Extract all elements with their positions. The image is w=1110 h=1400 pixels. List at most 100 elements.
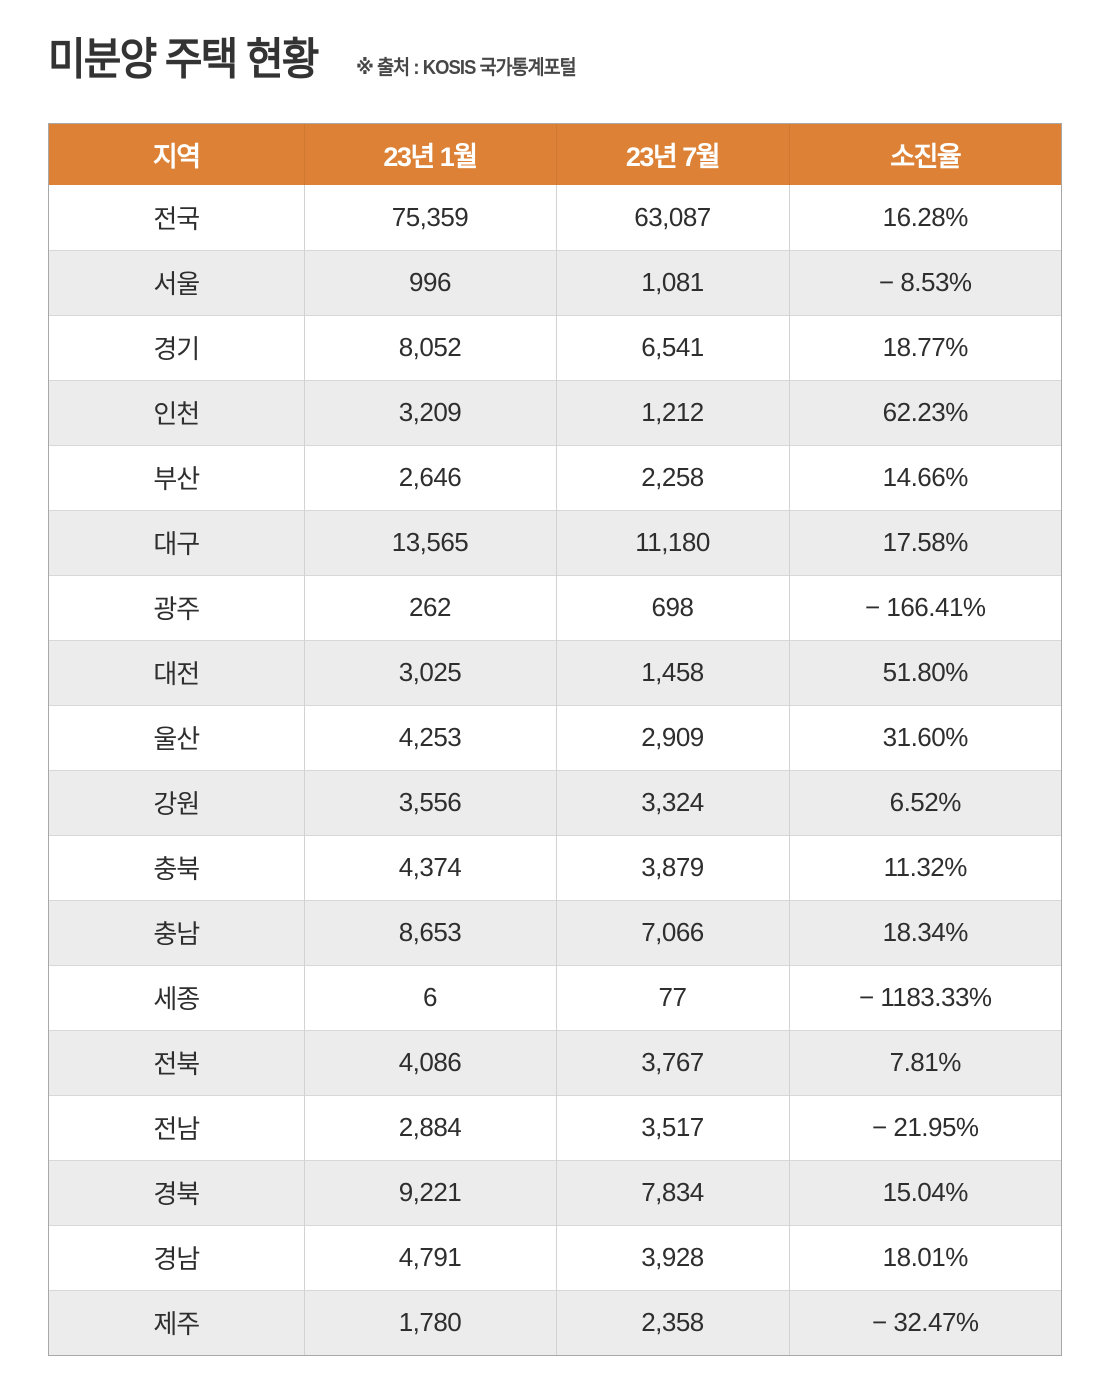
cell-region: 충북 [49,834,305,900]
cell-region: 전북 [49,1029,305,1095]
cell-jan-2023: 8,052 [304,314,557,380]
cell-jan-2023: 4,253 [304,704,557,770]
cell-jul-2023: 3,517 [556,1094,790,1160]
column-header-rate[interactable]: 소진율 [789,124,1061,185]
cell-region: 울산 [49,704,305,770]
table-row[interactable]: 서울 996 1,081− 8.53% [49,249,1061,315]
cell-rate: 17.58% [789,509,1061,575]
cell-jan-2023: 4,374 [304,834,557,900]
cell-jan-2023: 9,221 [304,1159,557,1225]
cell-region: 광주 [49,574,305,640]
cell-region: 인천 [49,379,305,445]
column-header-region[interactable]: 지역 [49,124,305,185]
cell-jan-2023: 1,780 [304,1289,557,1355]
cell-jul-2023: 1,081 [556,249,790,315]
statistics-table-container: 지역 23년 1월 23년 7월 소진율 전국 75,359 63,087 16.28… [48,123,1062,1356]
source-note: ※ 출처 : KOSIS 국가통계포털 [355,57,577,79]
cell-rate: 16.28% [789,185,1061,250]
cell-region: 대구 [49,509,305,575]
cell-jan-2023: 3,025 [304,639,557,705]
table-row[interactable]: 강원 3,556 3,324 6.52% [49,769,1061,835]
cell-rate: − 32.47% [789,1289,1061,1355]
cell-region: 강원 [49,769,305,835]
cell-jul-2023: 3,324 [556,769,790,835]
cell-rate: 18.77% [789,314,1061,380]
cell-region: 전남 [49,1094,305,1160]
table-row[interactable]: 경기 8,052 6,541 18.77% [49,314,1061,380]
table-row[interactable]: 대전 3,025 1,458 51.80% [49,639,1061,705]
cell-jan-2023: 3,556 [304,769,557,835]
table-row[interactable]: 충남 8,653 7,066 18.34% [49,899,1061,965]
cell-rate: − 21.95% [789,1094,1061,1160]
cell-region: 세종 [49,964,305,1030]
page-title: 미분양 주택 현황 [48,35,319,84]
cell-region: 경남 [49,1224,305,1290]
table-row[interactable]: 전북 4,086 3,767 7.81% [49,1029,1061,1095]
cell-jan-2023: 13,565 [304,509,557,575]
column-header-jan-2023[interactable]: 23년 1월 [304,124,557,185]
table-row[interactable]: 전국 75,359 63,087 16.28% [49,185,1061,250]
cell-rate: 18.01% [789,1224,1061,1290]
statistics-table: 지역 23년 1월 23년 7월 소진율 전국 75,359 63,087 16.28… [49,124,1061,1355]
cell-rate: 14.66% [789,444,1061,510]
column-header-jul-2023[interactable]: 23년 7월 [556,124,790,185]
cell-jul-2023: 2,358 [556,1289,790,1355]
table-row[interactable]: 울산 4,253 2,909 31.60% [49,704,1061,770]
cell-jul-2023: 7,066 [556,899,790,965]
cell-rate: 31.60% [789,704,1061,770]
cell-rate: 6.52% [789,769,1061,835]
cell-jul-2023: 1,458 [556,639,790,705]
cell-jan-2023: 8,653 [304,899,557,965]
cell-rate: − 8.53% [789,249,1061,315]
cell-jul-2023: 77 [556,964,790,1030]
cell-region: 대전 [49,639,305,705]
table-row[interactable]: 세종 6 77− 1183.33% [49,964,1061,1030]
cell-jan-2023: 3,209 [304,379,557,445]
cell-region: 부산 [49,444,305,510]
table-row[interactable]: 부산 2,646 2,258 14.66% [49,444,1061,510]
cell-jul-2023: 7,834 [556,1159,790,1225]
cell-jan-2023: 2,884 [304,1094,557,1160]
table-row[interactable]: 충북 4,374 3,879 11.32% [49,834,1061,900]
title-block: 미분양 주택 현황 ※ 출처 : KOSIS 국가통계포털 [48,38,595,82]
cell-jul-2023: 3,767 [556,1029,790,1095]
cell-jul-2023: 3,928 [556,1224,790,1290]
cell-rate: − 166.41% [789,574,1061,640]
cell-rate: 18.34% [789,899,1061,965]
cell-rate: 51.80% [789,639,1061,705]
table-row[interactable]: 제주 1,780 2,358− 32.47% [49,1289,1061,1355]
cell-jan-2023: 6 [304,964,557,1030]
cell-region: 충남 [49,899,305,965]
cell-rate: 62.23% [789,379,1061,445]
cell-jan-2023: 4,086 [304,1029,557,1095]
cell-rate: 11.32% [789,834,1061,900]
cell-jan-2023: 996 [304,249,557,315]
cell-rate: − 1183.33% [789,964,1061,1030]
table-row[interactable]: 대구 13,565 11,180 17.58% [49,509,1061,575]
cell-region: 경북 [49,1159,305,1225]
table-body: 전국 75,359 63,087 16.28% 서울 996 1,081− 8.53% 경기 8… [49,185,1061,1355]
table-row[interactable]: 경북 9,221 7,834 15.04% [49,1159,1061,1225]
cell-jul-2023: 3,879 [556,834,790,900]
cell-jan-2023: 4,791 [304,1224,557,1290]
cell-jan-2023: 262 [304,574,557,640]
table-row[interactable]: 경남 4,791 3,928 18.01% [49,1224,1061,1290]
cell-rate: 15.04% [789,1159,1061,1225]
cell-jul-2023: 1,212 [556,379,790,445]
table-row[interactable]: 전남 2,884 3,517− 21.95% [49,1094,1061,1160]
cell-jan-2023: 75,359 [304,185,557,250]
cell-jul-2023: 63,087 [556,185,790,250]
table-row[interactable]: 광주 262 698− 166.41% [49,574,1061,640]
cell-jul-2023: 698 [556,574,790,640]
table-row[interactable]: 인천 3,209 1,212 62.23% [49,379,1061,445]
table-header: 지역 23년 1월 23년 7월 소진율 [49,124,1061,185]
cell-jan-2023: 2,646 [304,444,557,510]
cell-region: 경기 [49,314,305,380]
cell-rate: 7.81% [789,1029,1061,1095]
cell-jul-2023: 6,541 [556,314,790,380]
cell-jul-2023: 11,180 [556,509,790,575]
table-header-row: 지역 23년 1월 23년 7월 소진율 [49,124,1061,185]
cell-jul-2023: 2,909 [556,704,790,770]
cell-region: 제주 [49,1289,305,1355]
